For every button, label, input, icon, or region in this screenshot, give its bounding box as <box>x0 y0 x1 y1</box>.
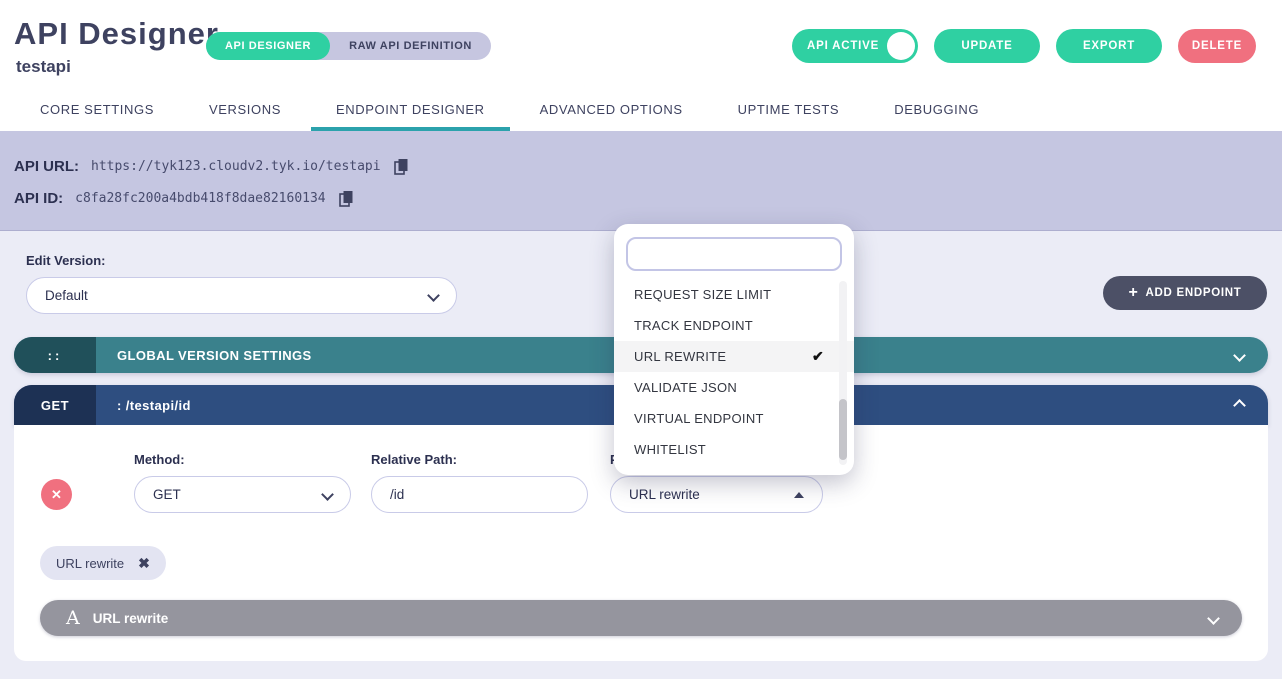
add-endpoint-label: ADD ENDPOINT <box>1145 287 1242 299</box>
tab-advanced-options[interactable]: ADVANCED OPTIONS <box>539 102 683 117</box>
remove-endpoint-button[interactable]: ✕ <box>41 479 72 510</box>
api-id-label: API ID: <box>14 189 64 207</box>
api-id-row: API ID: c8fa28fc200a4bdb418f8dae82160134 <box>14 187 1282 209</box>
x-icon: ✕ <box>51 486 62 502</box>
drag-handle[interactable]: :: <box>14 337 96 373</box>
plugin-options-list: REQUEST SIZE LIMIT TRACK ENDPOINT URL RE… <box>614 279 854 465</box>
api-info-band: API URL: https://tyk123.cloudv2.tyk.io/t… <box>0 131 1282 231</box>
plugins-value: URL rewrite <box>629 487 700 502</box>
api-active-label: API ACTIVE <box>807 40 880 52</box>
tab-uptime-tests[interactable]: UPTIME TESTS <box>737 102 840 117</box>
drag-dots-icon: :: <box>47 347 63 363</box>
selected-plugin-chip: URL rewrite ✖ <box>40 546 166 580</box>
header: API Designer testapi API DESIGNER RAW AP… <box>0 0 1282 131</box>
endpoint-method-segment: GET <box>14 385 96 425</box>
copy-icon <box>393 158 408 175</box>
plugins-dropdown-panel: REQUEST SIZE LIMIT TRACK ENDPOINT URL RE… <box>614 224 854 475</box>
endpoint-path: : /testapi/id <box>117 397 191 413</box>
option-track-endpoint[interactable]: TRACK ENDPOINT <box>634 318 754 333</box>
option-whitelist[interactable]: WHITELIST <box>634 442 707 457</box>
header-actions: API ACTIVE UPDATE EXPORT DELETE <box>792 29 1256 63</box>
app-title: API Designer <box>14 16 219 51</box>
plugin-chip-label: URL rewrite <box>56 555 125 571</box>
copy-api-id-button[interactable] <box>338 190 354 207</box>
edit-version-label: Edit Version: <box>26 253 106 268</box>
plus-icon: + <box>1128 284 1139 301</box>
global-bar-title: GLOBAL VERSION SETTINGS <box>117 347 312 363</box>
api-active-toggle[interactable]: API ACTIVE <box>792 29 918 63</box>
add-endpoint-button[interactable]: + ADD ENDPOINT <box>1103 276 1267 310</box>
chevron-down-icon <box>321 488 334 501</box>
tab-debugging[interactable]: DEBUGGING <box>894 102 980 117</box>
scrollbar-thumb[interactable] <box>839 399 847 460</box>
url-rewrite-panel-bar[interactable]: A URL rewrite <box>40 600 1242 636</box>
toggle-knob-icon <box>887 32 915 60</box>
tab-core-settings[interactable]: CORE SETTINGS <box>40 102 154 117</box>
api-url-value: https://tyk123.cloudv2.tyk.io/testapi <box>91 158 381 174</box>
update-button[interactable]: UPDATE <box>934 29 1040 63</box>
scrollbar-track <box>839 281 847 465</box>
toggle-api-designer[interactable]: API DESIGNER <box>206 32 331 60</box>
api-url-row: API URL: https://tyk123.cloudv2.tyk.io/t… <box>14 155 1282 177</box>
api-id-value: c8fa28fc200a4bdb418f8dae82160134 <box>75 190 326 206</box>
remove-plugin-icon[interactable]: ✖ <box>138 554 150 571</box>
export-button[interactable]: EXPORT <box>1056 29 1162 63</box>
chevron-up-icon[interactable] <box>1233 398 1246 412</box>
caret-up-icon <box>794 491 804 498</box>
chevron-down-icon <box>427 289 440 302</box>
method-value: GET <box>153 487 181 502</box>
chevron-down-icon[interactable] <box>1207 611 1220 625</box>
edit-version-value: Default <box>45 288 88 303</box>
plugins-select[interactable]: URL rewrite <box>610 476 823 513</box>
option-virtual-endpoint[interactable]: VIRTUAL ENDPOINT <box>634 411 764 426</box>
copy-icon <box>338 190 353 207</box>
plugin-panel-title: URL rewrite <box>92 610 169 626</box>
method-select[interactable]: GET <box>134 476 351 513</box>
option-url-rewrite[interactable]: URL REWRITE ✔ <box>614 341 854 372</box>
option-validate-json[interactable]: VALIDATE JSON <box>634 380 738 395</box>
text-plugin-icon: A <box>66 607 80 629</box>
chevron-down-icon[interactable] <box>1233 348 1246 362</box>
method-label: Method: <box>134 452 185 467</box>
delete-button[interactable]: DELETE <box>1178 29 1256 63</box>
nav-tabs: CORE SETTINGS VERSIONS ENDPOINT DESIGNER… <box>40 92 979 131</box>
relative-path-label: Relative Path: <box>371 452 457 467</box>
tab-endpoint-designer[interactable]: ENDPOINT DESIGNER <box>311 92 510 131</box>
api-url-label: API URL: <box>14 157 79 175</box>
tab-versions[interactable]: VERSIONS <box>208 102 281 117</box>
checkmark-icon: ✔ <box>811 348 824 364</box>
designer-mode-toggle: API DESIGNER RAW API DEFINITION <box>206 32 491 60</box>
plugin-search-input[interactable] <box>626 237 842 271</box>
toggle-raw-api-definition[interactable]: RAW API DEFINITION <box>349 40 472 52</box>
option-request-size-limit[interactable]: REQUEST SIZE LIMIT <box>634 287 772 302</box>
endpoint-method: GET <box>40 397 70 413</box>
api-name: testapi <box>16 57 71 76</box>
option-url-rewrite-label: URL REWRITE <box>634 349 727 364</box>
copy-api-url-button[interactable] <box>393 158 409 175</box>
relative-path-input[interactable] <box>371 476 588 513</box>
edit-version-select[interactable]: Default <box>26 277 457 314</box>
